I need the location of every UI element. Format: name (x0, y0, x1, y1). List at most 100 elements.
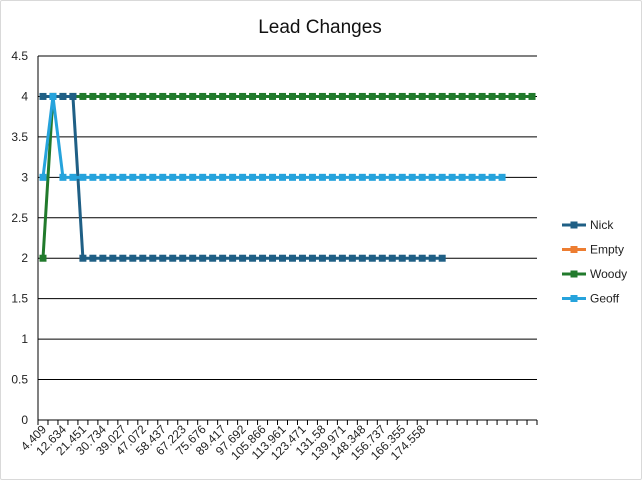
data-point (39, 254, 47, 262)
data-point (99, 254, 107, 262)
data-point (109, 254, 117, 262)
data-point (458, 173, 466, 181)
data-point (129, 254, 137, 262)
data-point (259, 254, 267, 262)
data-point (229, 92, 237, 100)
data-point (348, 173, 356, 181)
data-point (259, 173, 267, 181)
data-point (169, 254, 177, 262)
data-point (398, 254, 406, 262)
data-point (209, 92, 217, 100)
data-point (149, 254, 157, 262)
data-point (518, 92, 526, 100)
data-point (269, 92, 277, 100)
y-tick-label: 0 (21, 413, 28, 427)
data-point (99, 92, 107, 100)
data-point (259, 92, 267, 100)
data-point (169, 92, 177, 100)
data-point (288, 92, 296, 100)
data-point (109, 92, 117, 100)
data-point (308, 173, 316, 181)
data-point (298, 173, 306, 181)
data-point (288, 254, 296, 262)
data-point (209, 254, 217, 262)
data-point (378, 173, 386, 181)
data-point (398, 173, 406, 181)
legend-swatch-marker (570, 295, 578, 302)
data-point (478, 173, 486, 181)
data-point (358, 92, 366, 100)
data-point (119, 173, 127, 181)
data-point (478, 92, 486, 100)
data-point (288, 173, 296, 181)
data-point (368, 173, 376, 181)
legend-swatch-marker (570, 221, 578, 229)
data-point (249, 254, 257, 262)
data-point (159, 173, 167, 181)
legend-item: Empty (562, 243, 624, 257)
data-point (378, 254, 386, 262)
data-point (179, 173, 187, 181)
data-point (328, 92, 336, 100)
data-point (139, 173, 147, 181)
data-point (528, 92, 536, 100)
data-point (488, 92, 496, 100)
data-point (428, 254, 436, 262)
data-point (498, 92, 506, 100)
data-point (348, 254, 356, 262)
data-point (199, 92, 207, 100)
x-axis: 4.40912.63421.45130.73439.02747.07258.43… (18, 420, 538, 463)
data-point (139, 254, 147, 262)
y-tick-label: 1 (21, 332, 28, 346)
data-point (488, 173, 496, 181)
data-point (279, 173, 287, 181)
data-point (229, 254, 237, 262)
data-point (468, 173, 476, 181)
data-point (418, 92, 426, 100)
data-point (39, 173, 47, 181)
data-point (428, 173, 436, 181)
data-point (59, 173, 67, 181)
data-point (179, 254, 187, 262)
data-point (249, 173, 257, 181)
chart-title: Lead Changes (258, 17, 382, 38)
data-point (438, 254, 446, 262)
data-point (338, 254, 346, 262)
data-point (498, 173, 506, 181)
data-point (219, 92, 227, 100)
data-point (358, 254, 366, 262)
data-point (79, 173, 87, 181)
data-point (368, 92, 376, 100)
data-point (388, 92, 396, 100)
y-tick-label: 2.5 (11, 211, 28, 225)
data-point (119, 92, 127, 100)
data-point (69, 173, 77, 181)
data-point (189, 254, 197, 262)
data-point (269, 254, 277, 262)
data-point (418, 254, 426, 262)
data-point (159, 92, 167, 100)
data-point (239, 173, 247, 181)
y-tick-label: 0.5 (11, 373, 28, 387)
data-point (89, 254, 97, 262)
series-lines (39, 92, 536, 262)
data-point (318, 92, 326, 100)
data-point (219, 173, 227, 181)
data-point (129, 173, 137, 181)
legend-label: Geoff (590, 292, 620, 306)
data-point (89, 173, 97, 181)
data-point (408, 254, 416, 262)
data-point (328, 254, 336, 262)
data-point (169, 173, 177, 181)
y-tick-label: 4 (21, 89, 28, 103)
legend-swatch-marker (570, 270, 578, 278)
data-point (119, 254, 127, 262)
data-point (239, 92, 247, 100)
data-point (328, 173, 336, 181)
data-point (418, 173, 426, 181)
data-point (189, 173, 197, 181)
data-point (508, 92, 516, 100)
y-tick-label: 4.5 (11, 49, 28, 63)
